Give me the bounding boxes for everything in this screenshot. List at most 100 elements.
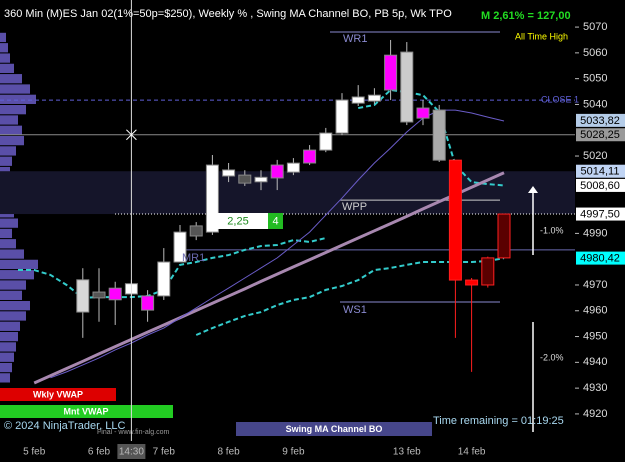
- candle-body: [367, 94, 381, 102]
- count-box-text: 4: [272, 215, 278, 227]
- candle-body: [92, 291, 106, 299]
- profile-bar: [0, 63, 14, 74]
- level-label: WR1: [343, 33, 367, 45]
- indicator-label: Swing MA Channel BO: [286, 424, 383, 434]
- x-cursor-box: [117, 444, 146, 459]
- profile-bar: [0, 352, 14, 362]
- candle-body: [400, 51, 414, 123]
- time-remaining: Time remaining = 01:19:25: [433, 415, 564, 427]
- candle-body: [157, 261, 171, 297]
- count-box: [268, 213, 283, 229]
- pct-label: -1.0%: [540, 225, 564, 235]
- level-label: WPP: [342, 201, 367, 213]
- y-tick-label: 4950: [583, 330, 607, 342]
- candle-body: [384, 54, 398, 91]
- candle-body: [76, 279, 90, 313]
- candle-body: [254, 176, 268, 183]
- y-tick-label: 4920: [583, 408, 607, 420]
- wkly-vwap-label: Wkly VWAP: [33, 389, 83, 399]
- profile-bar: [0, 156, 12, 166]
- profile-bar: [0, 228, 12, 239]
- wkly-vwap-box: [0, 388, 116, 401]
- x-tick-label: 6 feb: [88, 447, 111, 458]
- profile-bar: [0, 74, 22, 84]
- mnt-vwap-label: Mnt VWAP: [64, 406, 109, 416]
- candle-body: [270, 164, 284, 179]
- x-tick-label: 14:30: [119, 447, 144, 458]
- candle-body: [108, 287, 122, 301]
- candle-body: [141, 295, 155, 311]
- value-box-text: 2,25: [227, 215, 248, 227]
- level-label: CLOSE 1: [541, 94, 579, 104]
- y-tick-label: 4960: [583, 305, 607, 317]
- profile-bar: [0, 259, 38, 270]
- profile-bar: [0, 146, 16, 156]
- overlay-line: [33, 171, 505, 385]
- arrow-head: [528, 186, 538, 193]
- overlay-line: [18, 237, 327, 299]
- price-label-box: [576, 164, 625, 178]
- price-label: 5008,60: [580, 180, 620, 192]
- profile-bar: [0, 301, 30, 311]
- profile-bar: [0, 331, 18, 342]
- candle-body: [432, 109, 446, 161]
- profile-bar: [0, 270, 34, 280]
- y-tick-label: 5050: [583, 73, 607, 85]
- profile-bar: [0, 321, 20, 331]
- back-layer: [0, 31, 575, 383]
- candle-body: [448, 159, 462, 281]
- level-label: MR1: [182, 252, 205, 264]
- level-label: WS1: [343, 304, 367, 316]
- profile-bar: [0, 43, 8, 53]
- value-box: [208, 213, 268, 229]
- x-tick-label: 9 feb: [282, 447, 305, 458]
- price-label: 5033,82: [580, 115, 620, 127]
- cursor: [126, 129, 137, 141]
- profile-bar: [0, 342, 16, 352]
- profile-bar: [0, 32, 6, 43]
- x-tick-label: 13 feb: [393, 447, 421, 458]
- y-tick-label: 5070: [583, 21, 607, 33]
- price-label-box: [576, 113, 625, 127]
- profile-bar: [0, 311, 26, 321]
- price-label: 5014,11: [581, 166, 620, 178]
- price-label-box: [576, 128, 625, 142]
- profile-bar: [0, 362, 12, 373]
- price-label: 4980,42: [580, 253, 620, 265]
- y-tick-label: 4970: [583, 279, 607, 291]
- ath-label: All Time High: [515, 31, 568, 41]
- candle-body: [465, 279, 479, 286]
- candle-body: [416, 107, 430, 119]
- copyright: © 2024 NinjaTrader, LLC: [4, 420, 125, 432]
- price-label-box: [576, 251, 625, 265]
- x-tick-label: 14 feb: [458, 447, 486, 458]
- profile-bar: [0, 84, 30, 94]
- candle-body: [286, 162, 300, 173]
- chart-title: 360 Min (M)ES Jan 02(1%=50p=$250), Weekl…: [4, 8, 452, 20]
- profile-bar: [0, 290, 22, 300]
- candle-body: [173, 231, 187, 263]
- profile-bar: [0, 53, 10, 63]
- price-label: 4997,50: [580, 208, 620, 220]
- mnt-vwap-box: [0, 405, 173, 418]
- profile-bar: [0, 239, 16, 249]
- overlay-line: [358, 88, 505, 187]
- y-tick-label: 5020: [583, 150, 607, 162]
- profile-bar: [0, 125, 22, 135]
- y-tick-label: 4930: [583, 382, 607, 394]
- profile-bar: [0, 94, 36, 104]
- y-tick-label: 5060: [583, 47, 607, 59]
- price-label-box: [576, 207, 625, 221]
- pct-label: -2.0%: [540, 352, 564, 362]
- credit: Final - www.fin-alg.com: [97, 429, 170, 436]
- candle-body: [222, 169, 236, 177]
- y-tick-label: 4990: [583, 227, 607, 239]
- indicator-box: [236, 422, 432, 436]
- price-label-box: [576, 178, 625, 192]
- candle-body: [481, 257, 495, 286]
- y-tick-label: 5040: [583, 98, 607, 110]
- overlay-line: [195, 257, 505, 336]
- profile-bar: [0, 249, 24, 259]
